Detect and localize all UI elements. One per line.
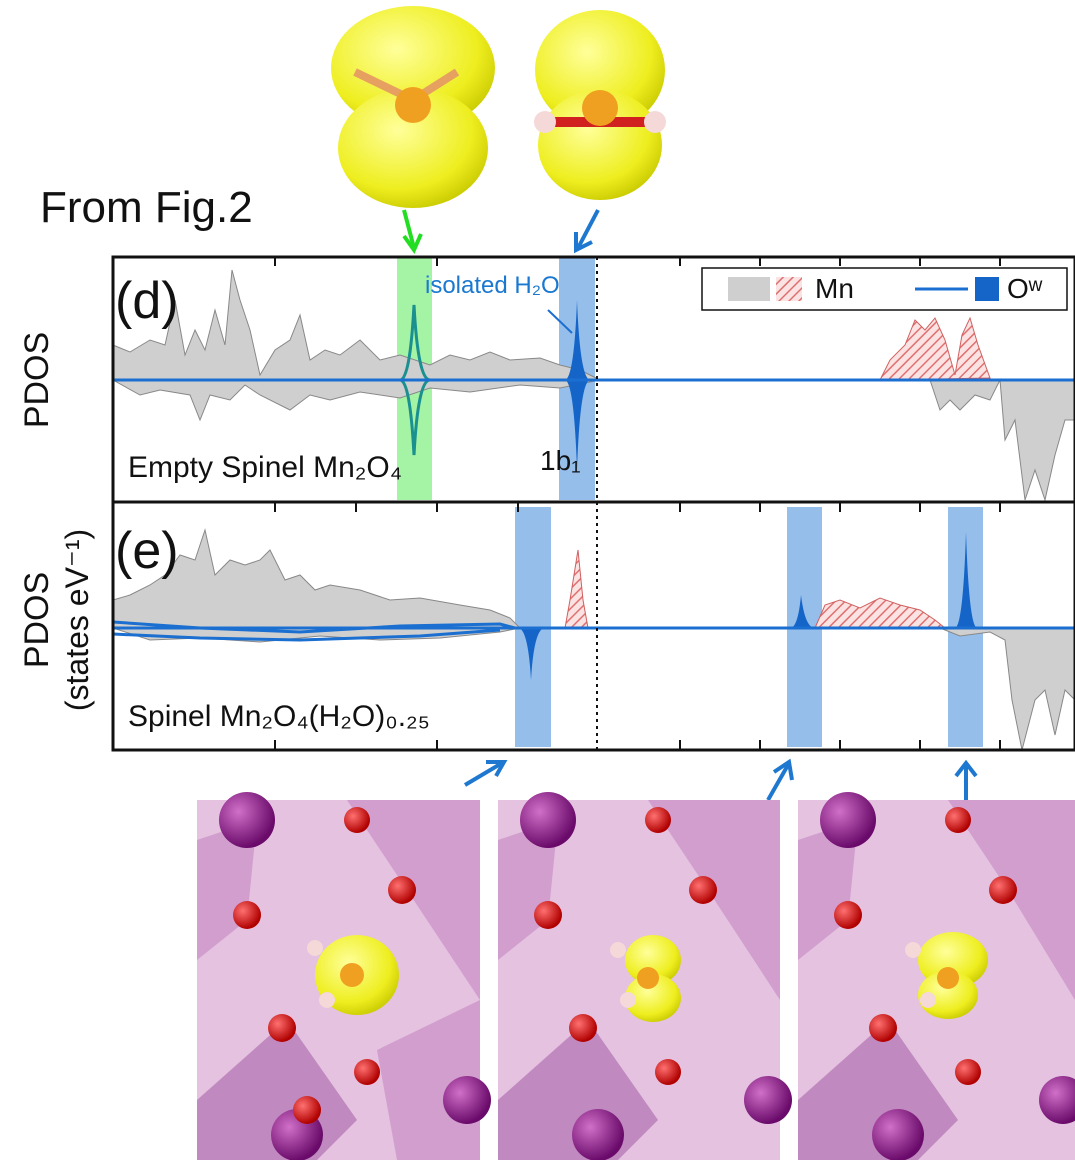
orbital-b1 [534,10,666,200]
orbital-a1 [331,6,495,208]
arrow [463,758,978,805]
legend-label: Oʷ [1007,273,1043,304]
arrow [402,209,600,255]
panel-d [111,255,1075,504]
legend-label: Mn [815,273,854,304]
panel-e [111,257,1075,752]
structure [197,792,1075,1160]
y-label: PDOS [18,572,56,668]
peak-label: 1b₁ [540,445,581,476]
system-label: Empty Spinel Mn₂O₄ [128,451,402,484]
note: From Fig.2 [40,183,253,232]
panel-label: (e) [115,522,179,580]
panel-label: (d) [115,272,179,330]
y-unit: (states eV⁻¹) [59,529,95,711]
y-label: PDOS [18,332,56,428]
system-label: Spinel Mn₂O₄(H₂O)₀.₂₅ [128,700,430,733]
annotation: isolated H₂O [425,272,560,299]
